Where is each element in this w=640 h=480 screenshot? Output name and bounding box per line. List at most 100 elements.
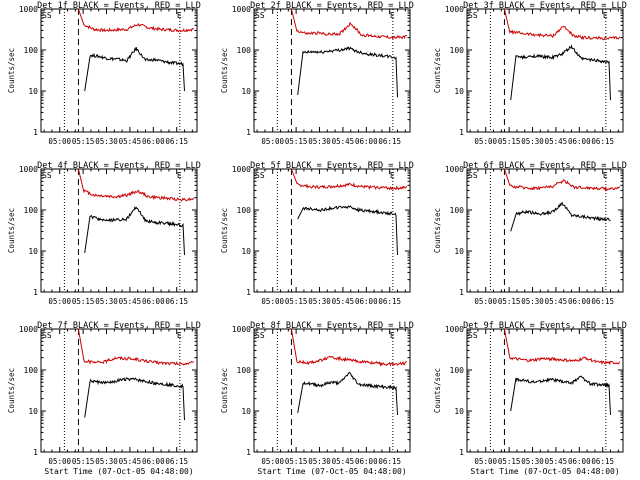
x-tick-label: 05:15 — [498, 297, 521, 306]
chart-svg: Det 6f BLACK = Events, RED = LLD 1 10 100 10… — [433, 161, 627, 306]
events-series-line — [510, 201, 611, 232]
lld-series-line — [503, 8, 621, 41]
x-tick-label: 06:15 — [591, 457, 614, 466]
x-tick-label: 06:00 — [568, 457, 591, 466]
y-tick-label: 1000 — [445, 325, 464, 334]
chart-svg: Det 1f BLACK = Events, RED = LLD 1 10 100 10… — [7, 1, 201, 146]
y-axis-label: Counts/sec — [433, 368, 442, 413]
x-tick-label: 05:30 — [308, 137, 331, 146]
x-tick-label: 06:15 — [378, 457, 401, 466]
y-tick-label: 100 — [24, 206, 39, 215]
y-tick-label: 10 — [454, 407, 464, 416]
chart-panel: Det 1f BLACK = Events, RED = LLD 1 10 100 10… — [0, 0, 213, 160]
chart-title: Det 7f BLACK = Events, RED = LLD — [37, 321, 201, 331]
marker-label: SS — [468, 11, 478, 20]
chart-svg: Det 4f BLACK = Events, RED = LLD 1 10 100 10… — [7, 161, 201, 306]
lld-series-line — [503, 168, 621, 192]
y-tick-label: 10 — [28, 407, 38, 416]
chart-title: Det 8f BLACK = Events, RED = LLD — [250, 321, 414, 331]
y-tick-label: 10 — [454, 87, 464, 96]
marker-label: E — [390, 331, 395, 340]
y-tick-label: 1000 — [232, 165, 251, 174]
chart-svg: Det 2f BLACK = Events, RED = LLD 1 10 100 10… — [220, 1, 414, 146]
y-tick-label: 10 — [454, 247, 464, 256]
plot-frame — [253, 168, 411, 293]
chart-svg: Det 9f BLACK = Events, RED = LLD 1 10 100 10… — [433, 321, 627, 476]
lld-series-line — [77, 168, 195, 202]
chart-title: Det 5f BLACK = Events, RED = LLD — [250, 161, 414, 171]
x-tick-label: 05:45 — [332, 297, 355, 306]
x-tick-label: 05:15 — [498, 137, 521, 146]
x-tick-label: 05:00 — [48, 297, 71, 306]
x-tick-label: 05:30 — [95, 457, 118, 466]
x-tick-label: 05:30 — [95, 297, 118, 306]
marker-label: E — [390, 171, 395, 180]
y-tick-label: 1 — [459, 128, 464, 137]
events-series-line — [84, 46, 185, 92]
y-tick-label: 1000 — [19, 165, 38, 174]
y-axis-label: Counts/sec — [433, 48, 442, 93]
y-tick-label: 1 — [459, 448, 464, 457]
y-tick-label: 1 — [246, 288, 251, 297]
plot-frame — [40, 168, 198, 293]
x-axis-label: Start Time (07-Oct-05 04:48:00) — [257, 467, 406, 476]
x-tick-label: 05:15 — [72, 457, 95, 466]
y-axis-label: Counts/sec — [7, 48, 16, 93]
chart-title: Det 6f BLACK = Events, RED = LLD — [463, 161, 627, 171]
x-tick-label: 05:00 — [474, 457, 497, 466]
y-tick-label: 10 — [28, 247, 38, 256]
x-tick-label: 06:15 — [378, 137, 401, 146]
chart-panel: Det 7f BLACK = Events, RED = LLD 1 10 100 10… — [0, 320, 213, 480]
y-axis-label: Counts/sec — [220, 48, 229, 93]
marker-label: E — [177, 171, 182, 180]
y-tick-label: 100 — [450, 46, 465, 55]
x-axis-label: Start Time (07-Oct-05 04:48:00) — [470, 467, 619, 476]
x-tick-label: 06:00 — [568, 137, 591, 146]
y-tick-label: 1000 — [445, 165, 464, 174]
marker-label: E — [603, 11, 608, 20]
x-tick-label: 05:45 — [119, 457, 142, 466]
y-tick-label: 10 — [241, 247, 251, 256]
plot-frame — [40, 328, 198, 453]
chart-panel: Det 4f BLACK = Events, RED = LLD 1 10 100 10… — [0, 160, 213, 320]
marker-label: SS — [42, 331, 52, 340]
chart-title: Det 2f BLACK = Events, RED = LLD — [250, 1, 414, 11]
x-tick-label: 05:00 — [261, 137, 284, 146]
events-series-line — [510, 44, 611, 101]
chart-title: Det 9f BLACK = Events, RED = LLD — [463, 321, 627, 331]
x-tick-label: 05:15 — [285, 297, 308, 306]
y-tick-label: 1000 — [232, 5, 251, 14]
marker-label: SS — [42, 11, 52, 20]
x-tick-label: 05:30 — [308, 457, 331, 466]
y-tick-label: 10 — [28, 87, 38, 96]
y-tick-label: 10 — [241, 407, 251, 416]
x-tick-label: 06:15 — [165, 137, 188, 146]
plot-frame — [466, 8, 624, 133]
y-tick-label: 100 — [237, 206, 252, 215]
chart-panel: Det 2f BLACK = Events, RED = LLD 1 10 100 10… — [213, 0, 426, 160]
marker-label: SS — [255, 11, 265, 20]
marker-label: E — [603, 171, 608, 180]
y-tick-label: 1 — [33, 128, 38, 137]
x-tick-label: 06:00 — [568, 297, 591, 306]
x-tick-label: 06:00 — [142, 297, 165, 306]
x-tick-label: 06:15 — [165, 457, 188, 466]
marker-label: SS — [468, 331, 478, 340]
y-tick-label: 100 — [450, 206, 465, 215]
chart-svg: Det 7f BLACK = Events, RED = LLD 1 10 100 10… — [7, 321, 201, 476]
y-tick-label: 1 — [246, 448, 251, 457]
x-tick-label: 05:00 — [261, 457, 284, 466]
y-tick-label: 100 — [24, 46, 39, 55]
x-tick-label: 06:15 — [591, 137, 614, 146]
lld-series-line — [503, 328, 621, 366]
x-tick-label: 05:45 — [119, 137, 142, 146]
x-tick-label: 05:00 — [261, 297, 284, 306]
chart-panel: Det 8f BLACK = Events, RED = LLD 1 10 100 10… — [213, 320, 426, 480]
y-tick-label: 100 — [237, 46, 252, 55]
marker-label: SS — [468, 171, 478, 180]
events-series-line — [297, 371, 398, 416]
x-tick-label: 05:45 — [545, 457, 568, 466]
chart-svg: Det 5f BLACK = Events, RED = LLD 1 10 100 10… — [220, 161, 414, 306]
x-tick-label: 05:00 — [48, 457, 71, 466]
plot-frame — [253, 8, 411, 133]
